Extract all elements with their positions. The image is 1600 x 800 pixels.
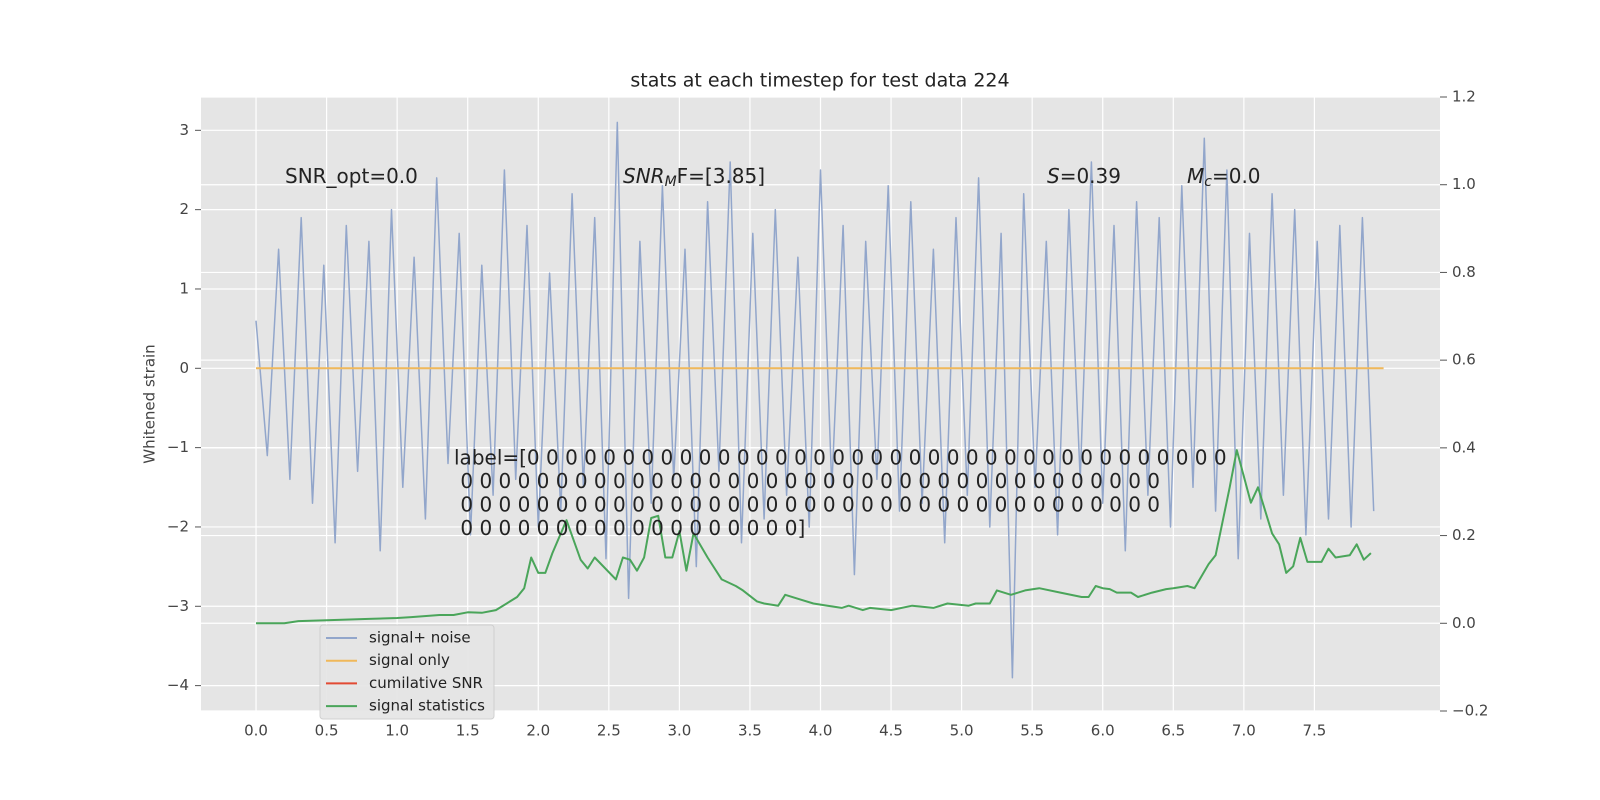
annotation-part: c (1204, 174, 1212, 190)
x-tick-label: 3.5 (738, 722, 762, 740)
legend-label: signal+ noise (369, 629, 471, 647)
y2-tick-label: −0.2 (1452, 702, 1488, 720)
x-tick-label: 4.5 (879, 722, 903, 740)
annotation: S=0.39 (1047, 164, 1121, 188)
annotation-part: =0.39 (1060, 164, 1121, 188)
x-tick-label: 7.5 (1302, 722, 1326, 740)
series-line (255, 121, 1375, 679)
grid: 0.0 0.5 1.0 1.5 2.0 2.5 3.0 3.5 4.0 4.5 5.0 5.5 6.0 6… (167, 88, 1489, 740)
annotation-part: =0.0 (1212, 164, 1261, 188)
label-text: label=[0 0 0 0 0 0 0 0 0 0 0 0 0 0 0 0 0… (454, 446, 1227, 470)
legend-label: signal statistics (369, 697, 485, 715)
y2-tick-label: 1.2 (1452, 88, 1476, 106)
y-tick-label: −2 (167, 517, 189, 535)
label-text: 0 0 0 0 0 0 0 0 0 0 0 0 0 0 0 0 0 0] (454, 516, 805, 540)
y-axis-label: Whitened strain (141, 344, 159, 463)
y2-tick-label: 0.6 (1452, 351, 1476, 369)
annotation-part: SNR_opt=0.0 (285, 164, 418, 188)
annotation-part: M (1187, 164, 1204, 188)
y2-tick-label: 0.0 (1452, 614, 1476, 632)
legend-box (319, 624, 495, 720)
x-tick-label: 2.5 (597, 722, 621, 740)
chart-title: stats at each timestep for test data 224 (630, 70, 1009, 92)
y-tick-label: 2 (179, 200, 189, 218)
series (255, 121, 1384, 679)
y2-tick-label: 1.0 (1452, 175, 1476, 193)
x-tick-label: 4.0 (809, 722, 833, 740)
annotation: SNRMF=[3.85] (623, 164, 765, 191)
y2-tick-label: 0.4 (1452, 438, 1476, 456)
y-tick-label: 3 (179, 121, 189, 139)
x-tick-label: 7.0 (1232, 722, 1256, 740)
x-tick-label: 1.5 (456, 722, 480, 740)
y2-tick-label: 0.2 (1452, 526, 1476, 544)
series-line (256, 449, 1372, 625)
annotation: SNR_opt=0.0 (285, 164, 418, 188)
x-tick-label: 0.5 (315, 722, 339, 740)
y-tick-label: −1 (167, 438, 189, 456)
annotations: SNR_opt=0.0 SNRMF=[3.85] S=0.39 Mc=0.0label… (285, 164, 1261, 541)
x-tick-label: 1.0 (385, 722, 409, 740)
annotation-part: M (665, 174, 677, 190)
annotation: Mc=0.0 (1187, 164, 1261, 191)
x-tick-label: 5.5 (1020, 722, 1044, 740)
x-tick-label: 0.0 (244, 722, 268, 740)
annotation-part: S (1047, 164, 1060, 188)
y-tick-label: −3 (167, 597, 189, 615)
label-text: 0 0 0 0 0 0 0 0 0 0 0 0 0 0 0 0 0 0 0 0 … (454, 493, 1160, 517)
y-tick-label: 0 (179, 359, 189, 377)
annotation-part: SNR (623, 164, 665, 188)
y-tick-label: −4 (167, 676, 189, 694)
x-tick-label: 3.0 (667, 722, 691, 740)
x-tick-label: 5.0 (950, 722, 974, 740)
legend-label: signal only (369, 651, 450, 669)
y2-tick-label: 0.8 (1452, 263, 1476, 281)
x-tick-label: 2.0 (526, 722, 550, 740)
y-tick-label: 1 (179, 279, 189, 297)
label-text: 0 0 0 0 0 0 0 0 0 0 0 0 0 0 0 0 0 0 0 0 … (454, 469, 1160, 493)
legend: signal+ noise signal only cumilative SNR si… (319, 624, 495, 720)
x-tick-label: 6.0 (1091, 722, 1115, 740)
annotation-part: F=[3.85] (677, 164, 765, 188)
x-tick-label: 6.5 (1161, 722, 1185, 740)
legend-label: cumilative SNR (369, 674, 483, 692)
